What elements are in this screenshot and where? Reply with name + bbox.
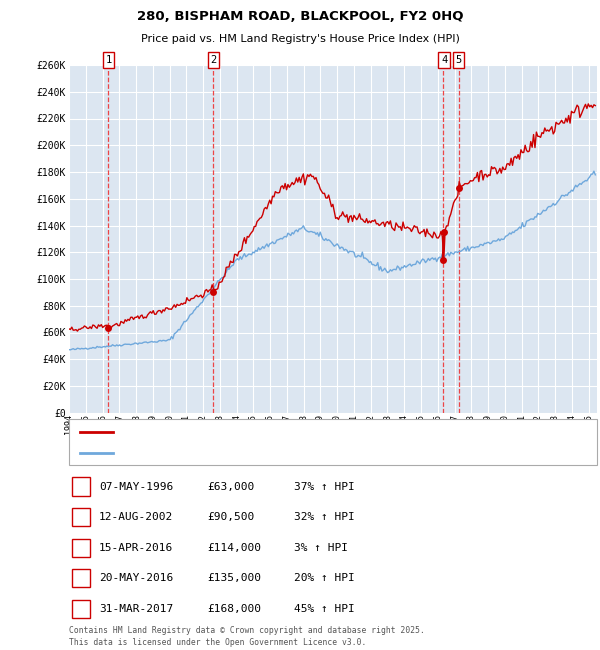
Text: 12-AUG-2002: 12-AUG-2002	[99, 512, 173, 522]
Text: 3: 3	[77, 543, 85, 552]
Text: 32% ↑ HPI: 32% ↑ HPI	[294, 512, 355, 522]
Text: 2: 2	[211, 55, 217, 65]
Text: 1: 1	[77, 482, 85, 491]
Text: HPI: Average price, semi-detached house, Blackpool: HPI: Average price, semi-detached house,…	[120, 448, 414, 458]
Text: 45% ↑ HPI: 45% ↑ HPI	[294, 604, 355, 614]
Text: 4: 4	[441, 55, 447, 65]
Text: 280, BISPHAM ROAD, BLACKPOOL, FY2 0HQ: 280, BISPHAM ROAD, BLACKPOOL, FY2 0HQ	[137, 10, 463, 23]
Text: £168,000: £168,000	[207, 604, 261, 614]
Text: Contains HM Land Registry data © Crown copyright and database right 2025.: Contains HM Land Registry data © Crown c…	[69, 626, 425, 635]
Text: Price paid vs. HM Land Registry's House Price Index (HPI): Price paid vs. HM Land Registry's House …	[140, 34, 460, 44]
Text: 280, BISPHAM ROAD, BLACKPOOL, FY2 0HQ (semi-detached house): 280, BISPHAM ROAD, BLACKPOOL, FY2 0HQ (s…	[120, 427, 467, 437]
Text: 5: 5	[455, 55, 462, 65]
Text: 1: 1	[105, 55, 112, 65]
Text: £114,000: £114,000	[207, 543, 261, 552]
Text: £90,500: £90,500	[207, 512, 254, 522]
Text: 15-APR-2016: 15-APR-2016	[99, 543, 173, 552]
Text: £135,000: £135,000	[207, 573, 261, 583]
Text: 31-MAR-2017: 31-MAR-2017	[99, 604, 173, 614]
Text: 20% ↑ HPI: 20% ↑ HPI	[294, 573, 355, 583]
Text: 20-MAY-2016: 20-MAY-2016	[99, 573, 173, 583]
Text: 4: 4	[77, 573, 85, 583]
Text: 07-MAY-1996: 07-MAY-1996	[99, 482, 173, 491]
Text: This data is licensed under the Open Government Licence v3.0.: This data is licensed under the Open Gov…	[69, 638, 367, 647]
Text: £63,000: £63,000	[207, 482, 254, 491]
Text: 2: 2	[77, 512, 85, 522]
Text: 3% ↑ HPI: 3% ↑ HPI	[294, 543, 348, 552]
Text: 37% ↑ HPI: 37% ↑ HPI	[294, 482, 355, 491]
Text: 5: 5	[77, 604, 85, 614]
